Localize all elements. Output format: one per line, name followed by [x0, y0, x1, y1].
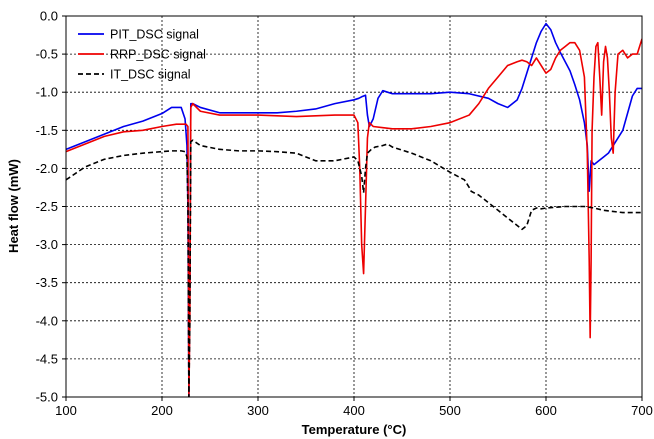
- series-line-rrp-dsc-signal: [66, 38, 642, 397]
- y-tick-label: -4.5: [36, 351, 58, 366]
- y-tick-label: -5.0: [36, 390, 58, 405]
- series-line-it-dsc-signal: [66, 139, 642, 397]
- y-tick-label: -0.5: [36, 47, 58, 62]
- x-tick-label: 200: [151, 403, 173, 418]
- axis-ticks: 100 200 300 400 500 600 700 0.0 -0.5 -1.0 -1.5 -2.0…: [36, 9, 653, 419]
- x-tick-label: 600: [535, 403, 557, 418]
- legend-label: PIT_DSC signal: [110, 28, 199, 42]
- x-tick-label: 100: [55, 403, 77, 418]
- y-tick-label: -2.0: [36, 161, 58, 176]
- x-tick-label: 500: [439, 403, 461, 418]
- x-tick-label: 700: [631, 403, 653, 418]
- legend-label: IT_DSC signal: [110, 68, 191, 82]
- series-lines: [66, 22, 642, 397]
- y-tick-label: -1.0: [36, 85, 58, 100]
- legend: PIT_DSC signal RRP_DSC signal IT_DSC signa…: [78, 28, 206, 82]
- y-tick-label: -3.0: [36, 237, 58, 252]
- y-tick-label: -4.0: [36, 313, 58, 328]
- y-tick-label: -2.5: [36, 199, 58, 214]
- x-axis-title: Temperature (°C): [302, 422, 407, 437]
- y-axis-title: Heat flow (mW): [6, 159, 21, 253]
- grid-lines: [66, 16, 642, 397]
- x-tick-label: 400: [343, 403, 365, 418]
- legend-label: RRP_DSC signal: [110, 48, 206, 62]
- y-tick-label: -3.5: [36, 275, 58, 290]
- y-tick-label: -1.5: [36, 123, 58, 138]
- y-tick-label: 0.0: [40, 9, 58, 24]
- x-tick-label: 300: [247, 403, 269, 418]
